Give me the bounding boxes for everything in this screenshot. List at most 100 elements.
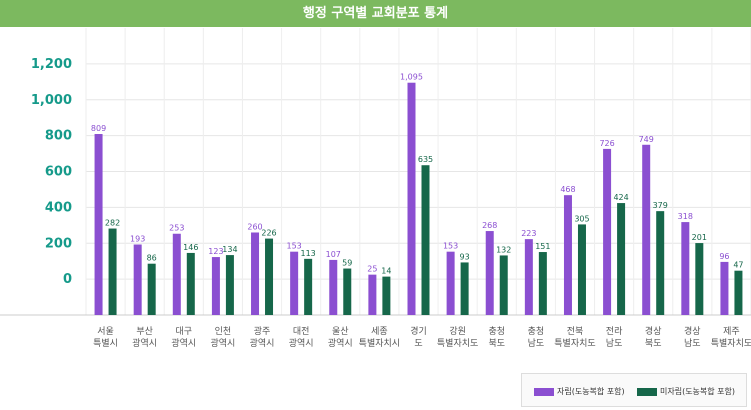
- x-tick-label: 경상: [684, 325, 701, 337]
- bar-non-self-supporting: [578, 224, 586, 315]
- x-tick-label: 광역시: [328, 337, 353, 349]
- x-tick-label: 부산: [136, 326, 153, 337]
- bar-non-self-supporting: [382, 277, 390, 315]
- bar-non-self-supporting: [461, 262, 469, 315]
- data-label-non-self-supporting: 201: [692, 233, 707, 242]
- bar-self-supporting: [681, 222, 689, 315]
- x-tick-label: 특별자치도: [437, 337, 478, 349]
- x-tick-label: 대전: [293, 326, 310, 337]
- bar-self-supporting: [486, 231, 494, 315]
- y-tick-label: 1,200: [31, 57, 72, 72]
- data-label-non-self-supporting: 305: [574, 214, 589, 223]
- data-label-self-supporting: 123: [208, 247, 223, 256]
- bar-non-self-supporting: [734, 271, 742, 315]
- data-label-self-supporting: 253: [169, 224, 184, 233]
- data-label-self-supporting: 809: [91, 124, 106, 133]
- x-tick-label: 특별자치도: [711, 337, 751, 349]
- bar-self-supporting: [720, 262, 728, 315]
- data-label-self-supporting: 268: [482, 221, 497, 230]
- data-label-non-self-supporting: 424: [613, 193, 628, 202]
- bar-self-supporting: [642, 145, 650, 315]
- x-tick-label: 충청: [488, 326, 505, 337]
- x-tick-label: 남도: [684, 338, 701, 349]
- data-label-non-self-supporting: 379: [653, 201, 668, 210]
- x-tick-label: 광역시: [171, 337, 196, 349]
- x-tick-label: 북도: [488, 338, 505, 349]
- x-tick-label: 특별자치시: [359, 337, 400, 349]
- legend-item-non-self-supporting[interactable]: 미자립(도농복합 포함): [637, 386, 735, 397]
- x-tick-label: 남도: [606, 338, 623, 349]
- y-tick-label: 1,000: [31, 93, 72, 108]
- bar-non-self-supporting: [656, 211, 664, 315]
- bar-self-supporting: [525, 239, 533, 315]
- bar-non-self-supporting: [109, 229, 117, 315]
- data-label-self-supporting: 96: [719, 252, 729, 261]
- bar-non-self-supporting: [539, 252, 547, 315]
- bar-non-self-supporting: [695, 243, 703, 315]
- legend: 자립(도농복합 포함) 미자립(도농복합 포함): [521, 373, 747, 407]
- bar-self-supporting: [408, 83, 416, 315]
- bar-self-supporting: [212, 257, 220, 315]
- data-label-self-supporting: 749: [639, 135, 654, 144]
- data-label-non-self-supporting: 226: [261, 229, 276, 238]
- data-label-self-supporting: 223: [521, 229, 536, 238]
- legend-item-self-supporting[interactable]: 자립(도농복합 포함): [534, 386, 625, 397]
- bar-non-self-supporting: [265, 239, 273, 315]
- x-tick-label: 인천: [215, 326, 232, 337]
- bar-self-supporting: [603, 149, 611, 315]
- x-tick-label: 경상: [645, 325, 662, 337]
- bar-self-supporting: [290, 252, 298, 315]
- x-tick-label: 경기: [410, 325, 427, 337]
- data-label-self-supporting: 318: [678, 212, 693, 221]
- bar-non-self-supporting: [343, 269, 351, 315]
- data-label-non-self-supporting: 14: [381, 267, 391, 276]
- y-tick-label: 600: [45, 165, 72, 180]
- legend-label-self-supporting: 자립(도농복합 포함): [557, 386, 625, 397]
- data-label-non-self-supporting: 282: [105, 219, 120, 228]
- data-label-non-self-supporting: 146: [183, 243, 198, 252]
- x-tick-label: 울산: [332, 326, 349, 337]
- data-label-self-supporting: 107: [326, 250, 341, 259]
- bar-self-supporting: [251, 232, 259, 315]
- y-tick-label: 200: [45, 236, 72, 251]
- x-tick-label: 광역시: [210, 337, 235, 349]
- data-label-non-self-supporting: 151: [535, 242, 550, 251]
- bar-non-self-supporting: [304, 259, 312, 315]
- data-label-non-self-supporting: 59: [342, 259, 352, 268]
- data-label-self-supporting: 153: [287, 242, 302, 251]
- x-tick-label: 전라: [606, 326, 623, 337]
- bar-non-self-supporting: [226, 255, 234, 315]
- bar-non-self-supporting: [148, 264, 156, 315]
- y-tick-label: 400: [45, 200, 72, 215]
- x-tick-label: 특별자치도: [554, 337, 595, 349]
- bar-self-supporting: [173, 234, 181, 315]
- bar-self-supporting: [95, 134, 103, 315]
- data-label-self-supporting: 1,095: [400, 73, 423, 82]
- x-tick-label: 제주: [723, 326, 740, 337]
- x-tick-label: 세종: [371, 326, 388, 337]
- bar-self-supporting: [329, 260, 337, 315]
- x-tick-label: 서울: [97, 326, 114, 337]
- x-tick-label: 남도: [528, 338, 545, 349]
- data-label-self-supporting: 193: [130, 235, 145, 244]
- data-label-self-supporting: 260: [247, 222, 262, 231]
- x-tick-label: 광역시: [289, 337, 314, 349]
- y-tick-label: 800: [45, 129, 72, 144]
- y-tick-label: 0: [63, 272, 72, 287]
- x-tick-label: 광주: [254, 325, 271, 337]
- x-tick-label: 광역시: [250, 337, 275, 349]
- legend-swatch-non-self-supporting: [637, 388, 657, 396]
- data-label-self-supporting: 468: [560, 185, 575, 194]
- x-tick-label: 대구: [176, 326, 193, 337]
- bar-non-self-supporting: [187, 253, 195, 315]
- x-tick-label: 충청: [528, 326, 545, 337]
- x-tick-label: 전북: [567, 326, 584, 337]
- data-label-non-self-supporting: 635: [418, 155, 433, 164]
- data-label-non-self-supporting: 86: [147, 254, 157, 263]
- legend-label-non-self-supporting: 미자립(도농복합 포함): [660, 386, 735, 397]
- bar-non-self-supporting: [500, 255, 508, 315]
- x-tick-label: 도: [414, 339, 422, 349]
- data-label-non-self-supporting: 134: [222, 245, 237, 254]
- x-tick-label: 특별시: [93, 338, 118, 349]
- data-label-self-supporting: 25: [367, 265, 377, 274]
